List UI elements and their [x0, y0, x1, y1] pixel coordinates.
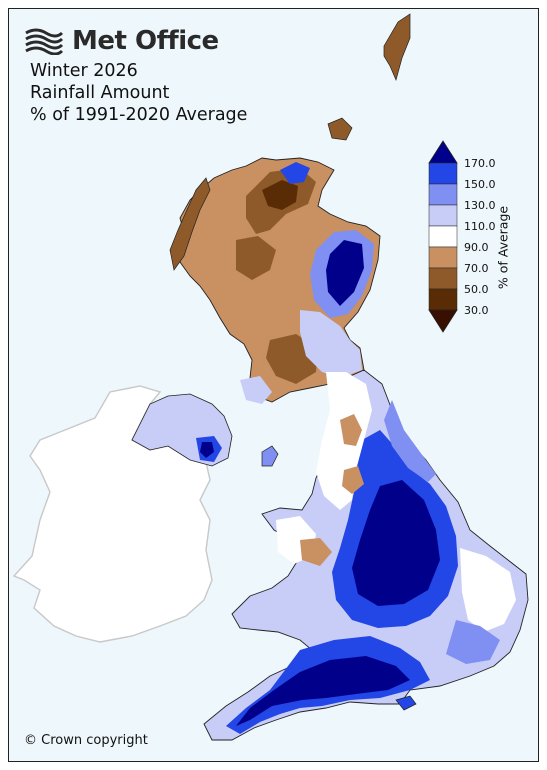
colorbar-extend-bottom — [428, 309, 458, 333]
orkney — [327, 117, 353, 141]
colorbar-tick-label: 90.0 — [464, 241, 489, 254]
map-subtitle-baseline: % of 1991-2020 Average — [30, 105, 248, 125]
colorbar-tick-label: 30.0 — [464, 304, 489, 317]
copyright-notice: © Crown copyright — [24, 733, 148, 748]
colorbar-tick-label: 170.0 — [464, 157, 496, 170]
colorbar-band-150-170 — [428, 162, 458, 185]
isle-of-man — [261, 445, 279, 467]
met-office-logo-icon — [25, 28, 64, 55]
map-title: Winter 2026 — [30, 61, 138, 81]
outer-hebrides — [169, 177, 211, 271]
isle-of-wight — [395, 695, 417, 711]
colorbar-band-110-130 — [428, 204, 458, 227]
colorbar-tick-label: 50.0 — [464, 283, 489, 296]
colorbar-band-30-50 — [428, 288, 458, 311]
shetland — [383, 13, 411, 82]
colorbar-band-130-150 — [428, 183, 458, 206]
ireland-landmass — [12, 385, 213, 643]
colorbar-axis-label: % of Average — [495, 205, 511, 290]
met-office-logo: Met Office — [24, 26, 219, 56]
map-subtitle-variable: Rainfall Amount — [30, 83, 170, 103]
colorbar-tick-label: 130.0 — [464, 199, 496, 212]
colorbar-band-50-70 — [428, 267, 458, 290]
colorbar-band-70-90 — [428, 246, 458, 269]
colorbar-tick-label: 70.0 — [464, 262, 489, 275]
colorbar-tick-label: 110.0 — [464, 220, 496, 233]
colorbar-extend-top — [428, 140, 458, 164]
colorbar-tick-label: 150.0 — [464, 178, 496, 191]
met-office-logo-text: Met Office — [72, 26, 219, 56]
colorbar-band-90-110 — [428, 225, 458, 248]
